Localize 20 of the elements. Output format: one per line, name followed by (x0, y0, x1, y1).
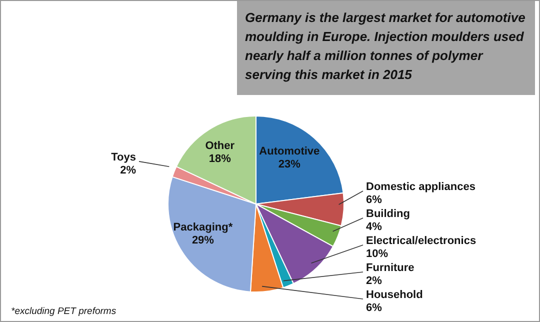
text: *excluding PET preforms (11, 306, 116, 317)
data-label: 23% (278, 158, 301, 170)
slice-label: Toys (111, 151, 136, 164)
data-label: 10% (366, 248, 388, 260)
slice-label: Furniture (366, 262, 414, 274)
slice-label: Domestic appliances (366, 181, 476, 193)
slice-label: Other (205, 140, 236, 152)
chart-title: Germany is the largest market for automotive moulding in Europe. Injection moulders used nearly half a million tonnes of polymer serving this market in 2015 (237, 1, 535, 95)
slice-label: Household (366, 289, 423, 301)
data-label: 6% (366, 302, 382, 314)
data-label: 29% (192, 234, 214, 247)
data-label: 18% (208, 152, 232, 165)
data-label: 6% (366, 194, 382, 206)
data-label: 2% (120, 164, 136, 176)
slice-label: Automotive (259, 145, 320, 158)
slice-label: Building (366, 208, 410, 220)
slice-label: Electrical/electronics (366, 235, 476, 247)
data-label: 4% (366, 221, 382, 233)
slice-label: Packaging* (173, 222, 234, 234)
data-label: 2% (366, 275, 382, 287)
